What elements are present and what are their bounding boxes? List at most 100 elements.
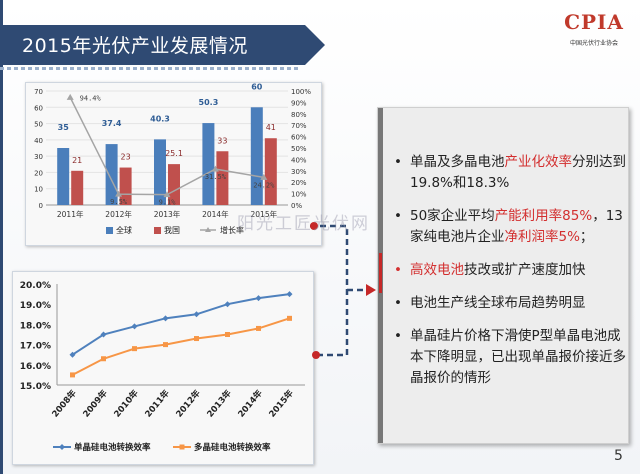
bar-china	[168, 164, 180, 205]
y-tick-label: 17.0%	[20, 342, 51, 352]
legend-label-growth: 增长率	[220, 225, 244, 235]
legend-marker-growth	[205, 227, 211, 232]
bar-label-global: 50.3	[199, 98, 219, 107]
y-tick-label: 20	[34, 169, 43, 177]
title-arrow-shape	[305, 25, 325, 65]
y-tick-label: 16.0%	[20, 362, 51, 372]
connector-arrow	[366, 284, 376, 296]
x-tick-label: 2010年	[112, 387, 141, 419]
y2-tick-label: 10%	[291, 191, 307, 199]
multi-efficiency-point	[287, 315, 292, 321]
efficiency-chart-svg: 15.0% 16.0% 17.0% 18.0% 19.0% 20.0% 2008年 2009年…	[20, 281, 305, 453]
multi-efficiency-point	[194, 336, 199, 342]
left-border-line	[0, 0, 3, 474]
bar-label-global: 37.4	[102, 119, 122, 128]
multi-efficiency-point	[225, 332, 230, 337]
bullet-text: 单晶硅片价格下滑使P型单晶电池成本下降明显，已出现单晶报价接近多晶报价的情形	[410, 328, 626, 386]
page-number: 5	[614, 448, 623, 464]
legend-label-mono: 单晶硅电池转换效率	[74, 442, 151, 453]
bullet-dot: •	[394, 295, 402, 311]
connector-dot-top	[310, 222, 318, 230]
bar-label-china: 33	[217, 136, 227, 145]
growth-rate-line	[69, 97, 264, 196]
title-underline-dots	[0, 67, 300, 70]
x-tick-label: 2011年	[57, 209, 84, 219]
legend-marker-multi	[179, 444, 185, 450]
mono-efficiency-point	[100, 331, 107, 338]
x-tick-label: 2012年	[174, 387, 203, 419]
bullet-dot: •	[394, 262, 402, 278]
bullet-item: • 高效电池技改或扩产速度加快	[394, 260, 626, 281]
x-tick-label: 2012年	[105, 209, 132, 219]
growth-rate-point	[66, 93, 74, 100]
bullet-highlight-text: 净利润率5%	[504, 229, 580, 245]
legend-swatch-global	[106, 227, 113, 234]
legend-swatch-china	[154, 227, 161, 234]
bullet-item: • 50家企业平均产能利用率85%，13家纯电池片企业净利润率5%；	[394, 206, 626, 248]
growth-rate-label: 9.5%	[110, 198, 128, 206]
multi-efficiency-line	[72, 317, 290, 376]
x-tick-label: 2015年	[267, 387, 296, 419]
y-tick-label: 18.0%	[20, 321, 51, 331]
bullet-dot: •	[394, 154, 402, 170]
bar-label-china: 25.1	[165, 149, 183, 158]
y-tick-label: 70	[34, 88, 43, 96]
x-tick-label: 2009年	[81, 387, 110, 419]
y2-tick-label: 80%	[291, 111, 307, 119]
growth-rate-label: 9.1%	[159, 199, 177, 207]
y2-tick-label: 70%	[291, 122, 307, 130]
bullet-item: • 单晶及多晶电池产业化效率分别达到19.8%和18.3%	[394, 152, 626, 194]
growth-rate-point	[260, 173, 268, 180]
y2-tick-label: 20%	[291, 179, 307, 187]
x-tick-label: 2013年	[154, 209, 181, 219]
mono-efficiency-point	[162, 315, 169, 322]
logo-subtitle: 中国光伏行业协会	[569, 40, 618, 47]
mono-efficiency-point	[193, 311, 200, 318]
capacity-chart-svg: 0 10 20 30 40 50 60 70 0% 10% 20% 30% 40% 50% 60% 70% 80…	[34, 83, 311, 235]
capacity-chart: 0 10 20 30 40 50 60 70 0% 10% 20% 30% 40% 50% 60% 70% 80…	[25, 82, 322, 246]
legend-label-global: 全球	[116, 225, 132, 235]
legend-label-multi: 多晶硅电池转换效率	[194, 442, 271, 453]
bullet-highlight-text: 产业化效率	[504, 154, 573, 170]
bar-label-china: 23	[121, 153, 131, 162]
y-tick-label: 0	[39, 202, 43, 210]
bullet-dot: •	[394, 208, 402, 224]
bullet-text: ；	[579, 229, 594, 245]
bullet-text: ，13家纯电池片企业	[410, 208, 623, 245]
mono-efficiency-point	[224, 301, 231, 308]
bar-china	[119, 167, 132, 205]
bar-global	[154, 139, 166, 205]
y2-tick-label: 0%	[291, 202, 302, 210]
growth-rate-point	[163, 191, 171, 198]
mono-efficiency-point	[69, 351, 76, 358]
y-tick-label: 30	[34, 153, 43, 161]
efficiency-chart: 15.0% 16.0% 17.0% 18.0% 19.0% 20.0% 2008年 2009年…	[12, 271, 314, 465]
bullet-text: 电池生产线全球布局趋势明显	[410, 295, 586, 311]
y-tick-label: 50	[34, 121, 43, 129]
y-tick-label: 60	[34, 104, 43, 112]
bullet-text: 单晶及多晶电池	[410, 154, 505, 170]
y2-tick-label: 50%	[291, 145, 307, 153]
x-tick-label: 2008年	[50, 387, 79, 419]
bullet-item: • 电池生产线全球布局趋势明显	[394, 293, 626, 314]
x-tick-label: 2015年	[251, 209, 278, 219]
growth-rate-point	[115, 190, 123, 197]
y-tick-label: 19.0%	[20, 301, 51, 311]
bar-label-china: 41	[266, 123, 276, 132]
bar-global	[202, 123, 215, 205]
bar-global	[57, 148, 70, 205]
x-tick-label: 2014年	[236, 387, 265, 419]
bar-china	[264, 138, 277, 205]
multi-efficiency-point	[101, 356, 106, 362]
growth-rate-label: 94.4%	[80, 94, 102, 102]
x-tick-label: 2013年	[205, 387, 234, 419]
y-tick-label: 20.0%	[20, 281, 51, 291]
bullet-text: 分别达到19.8%和18.3%	[410, 154, 626, 191]
bullet-highlight-text: 高效电池	[410, 262, 464, 278]
bullet-text: 50家企业平均	[410, 208, 495, 224]
bullet-dot: •	[394, 328, 402, 344]
y2-tick-label: 40%	[291, 156, 307, 164]
bar-global	[250, 107, 263, 205]
mono-efficiency-point	[131, 323, 138, 330]
